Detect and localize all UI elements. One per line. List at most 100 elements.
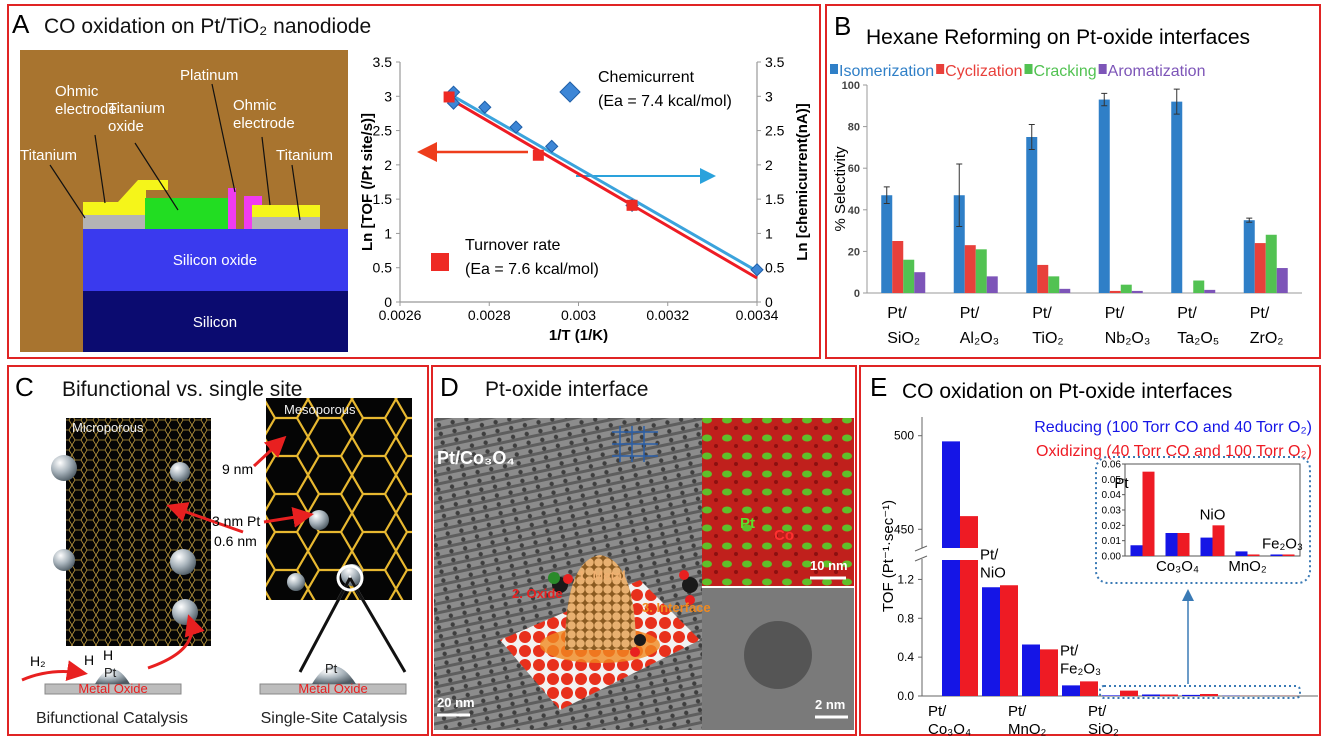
y-tick-label: 40 xyxy=(848,205,860,217)
y-tick-label: 3.5 xyxy=(373,54,393,70)
y-tick-label: 2 xyxy=(384,157,392,173)
marker xyxy=(444,91,455,102)
y2-tick-label: 2.5 xyxy=(765,123,785,139)
scale-label: 20 nm xyxy=(437,695,475,710)
bar xyxy=(1244,220,1255,293)
y-tick-label: 0.02 xyxy=(1102,521,1122,532)
schematic-label: Silicon xyxy=(193,314,237,331)
bar xyxy=(1204,290,1215,293)
molecule-label: H xyxy=(84,652,94,668)
x-tick-label: Pt/Fe₂O₃ xyxy=(1060,642,1101,677)
bar xyxy=(1110,291,1121,293)
legend-swatch xyxy=(1025,64,1033,74)
bar xyxy=(1213,525,1225,556)
x-tick-label: 0.0026 xyxy=(379,307,422,323)
bar xyxy=(1277,268,1288,293)
legend-label: Turnover rate xyxy=(465,237,561,254)
y2-tick-label: 3 xyxy=(765,88,773,104)
bar xyxy=(1201,538,1213,556)
size-label: 0.6 nm xyxy=(214,533,257,549)
x-tick-label: Pt/Ta₂O₅ xyxy=(1177,305,1219,347)
legend-swatch xyxy=(830,64,838,74)
bar xyxy=(1143,472,1155,556)
chart-title: Hexane Reforming on Pt-oxide interfaces xyxy=(866,26,1250,49)
y-tick-label: 500 xyxy=(894,429,914,443)
x-tick-label: Pt/MnO₂ xyxy=(1008,703,1047,738)
bar xyxy=(1131,545,1143,556)
element-label: Pt xyxy=(740,515,755,532)
figure: A CO oxidation on Pt/TiO₂ nanodiode B C … xyxy=(0,0,1325,740)
panel-title: Bifunctional vs. single site xyxy=(62,378,302,401)
x-tick-label: Pt/Nb₂O₃ xyxy=(1105,305,1151,347)
site-label: 1. Metal xyxy=(578,568,626,583)
schematic-label: Titanium xyxy=(20,147,77,164)
bar xyxy=(1248,554,1260,556)
bar xyxy=(1099,100,1110,293)
material-label: Mesoporous xyxy=(284,402,356,417)
y-tick-label: 450 xyxy=(894,522,914,536)
legend-label: Cracking xyxy=(1034,63,1097,80)
y-axis-label: Ln [TOF (/Pt site/s)] xyxy=(359,113,376,251)
bar xyxy=(1040,649,1058,696)
size-label: 3 nm Pt xyxy=(212,513,260,529)
bar xyxy=(1142,695,1160,696)
element-label: Co xyxy=(774,527,794,544)
bar xyxy=(1171,102,1182,293)
panel-title: Pt-oxide interface xyxy=(485,378,648,401)
legend-marker xyxy=(560,82,580,102)
caption: Single-Site Catalysis xyxy=(261,710,408,727)
bar xyxy=(903,260,914,293)
y2-tick-label: 1.5 xyxy=(765,191,785,207)
support-label: Metal Oxide xyxy=(78,681,147,696)
bar xyxy=(1048,276,1059,293)
y-tick-label: 60 xyxy=(848,163,860,175)
bar xyxy=(1132,291,1143,293)
y2-axis-label: Ln [chemicurrent(nA)] xyxy=(794,103,811,261)
y-tick-label: 1.2 xyxy=(897,572,914,586)
category-label: Pt xyxy=(1114,475,1129,492)
category-label: Fe₂O₃ xyxy=(1262,535,1303,552)
caption: Bifunctional Catalysis xyxy=(36,710,188,727)
y-tick-label: 3 xyxy=(384,88,392,104)
panel-label: A xyxy=(12,9,30,39)
y2-tick-label: 1 xyxy=(765,225,773,241)
x-tick-label: Pt/SiO₂ xyxy=(887,305,920,347)
y-tick-label: 0.5 xyxy=(373,260,393,276)
x-tick-label: Pt/SiO₂ xyxy=(1088,703,1119,738)
legend-label: Chemicurrent xyxy=(598,69,695,86)
y-tick-label: 0.8 xyxy=(897,611,914,625)
category-label: Co₃O₄ xyxy=(1156,558,1199,575)
schematic-label: Titanium xyxy=(276,147,333,164)
bar xyxy=(965,245,976,293)
x-tick-label: 0.003 xyxy=(561,307,596,323)
bar xyxy=(1102,695,1120,696)
y-tick-label: 80 xyxy=(848,122,860,134)
y-axis-label: TOF (Pt⁻¹·sec⁻¹) xyxy=(880,500,897,612)
y-tick-label: 0.00 xyxy=(1102,552,1122,563)
y-axis-label: % Selectivity xyxy=(832,146,849,232)
axis-break xyxy=(916,548,1016,559)
bar xyxy=(1000,585,1018,696)
bar xyxy=(892,241,903,293)
y-tick-label: 0.4 xyxy=(897,650,914,664)
legend-label: Oxidizing (40 Torr CO and 100 Torr O₂) xyxy=(1036,443,1312,460)
support-label: Metal Oxide xyxy=(298,681,367,696)
bar xyxy=(982,587,1000,696)
bar xyxy=(1121,285,1132,293)
bar xyxy=(1178,533,1190,556)
schematic-label: Platinum xyxy=(180,67,238,84)
y-tick-label: 0.0 xyxy=(897,689,914,703)
legend-swatch xyxy=(1099,64,1107,74)
y2-tick-label: 0.5 xyxy=(765,260,785,276)
chart-title: CO oxidation on Pt-oxide interfaces xyxy=(902,380,1232,403)
bar xyxy=(881,195,892,293)
panel-label: D xyxy=(440,372,459,402)
x-tick-label: 0.0034 xyxy=(736,307,779,323)
catalysis-schematic: Microporous Mesoporous 9 nm 3 nm Pt 0.6 … xyxy=(22,398,412,727)
y-tick-label: 0.06 xyxy=(1102,460,1122,471)
x-tick-label: Pt/Co₃O₄ xyxy=(928,703,971,738)
panel-label: E xyxy=(870,372,887,402)
marker xyxy=(533,150,544,161)
y2-tick-label: 3.5 xyxy=(765,54,785,70)
y-tick-label: 0 xyxy=(854,288,860,300)
